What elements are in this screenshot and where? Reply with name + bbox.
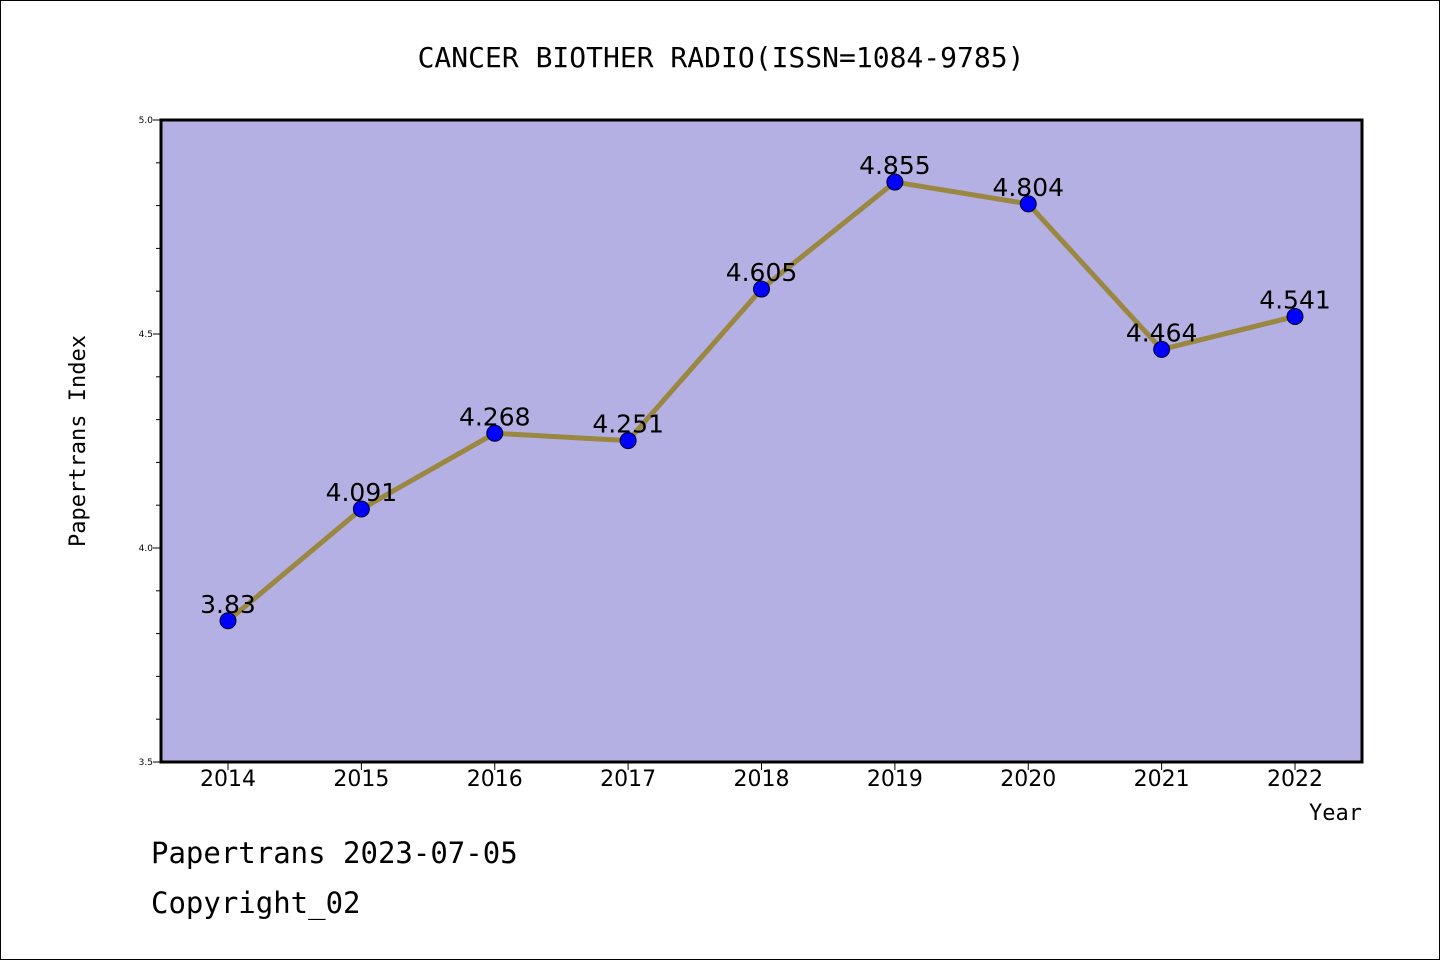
y-tick-label: 4.0: [139, 544, 154, 554]
data-point: [1286, 307, 1304, 325]
data-point: [619, 432, 637, 450]
y-tick-label: 5.0: [139, 116, 154, 126]
chart-title: CANCER BIOTHER RADIO(ISSN=1084-9785): [418, 41, 1025, 74]
x-tick-label: 2016: [467, 767, 523, 792]
y-tick-label: 4.5: [139, 330, 153, 340]
x-tick-label: 2021: [1134, 767, 1190, 792]
x-tick-label: 2019: [867, 767, 923, 792]
data-point: [219, 612, 237, 630]
data-point: [352, 500, 370, 518]
x-tick-label: 2017: [600, 767, 656, 792]
footer-copyright: Copyright_02: [151, 886, 361, 920]
x-tick-label: 2018: [734, 767, 790, 792]
data-point: [1153, 340, 1171, 358]
axes: 3.5 4.0 4.5 5.0 2014 2015 2016 2017 2018 2019 2020…: [139, 116, 1323, 792]
x-tick-label: 2015: [333, 767, 389, 792]
x-axis-label: Year: [1309, 801, 1362, 826]
data-point: [486, 424, 504, 442]
data-point: [886, 173, 904, 191]
x-tick-label: 2014: [200, 767, 256, 792]
x-tick-label: 2022: [1267, 767, 1323, 792]
x-tick-label: 2020: [1000, 767, 1056, 792]
data-point: [753, 280, 770, 298]
data-point: [1019, 195, 1037, 213]
y-axis-label: Papertrans Index: [66, 335, 91, 547]
footer-date: Papertrans 2023-07-05: [151, 836, 518, 870]
y-tick-label: 3.5: [139, 758, 153, 768]
plot-area: [159, 118, 1364, 764]
